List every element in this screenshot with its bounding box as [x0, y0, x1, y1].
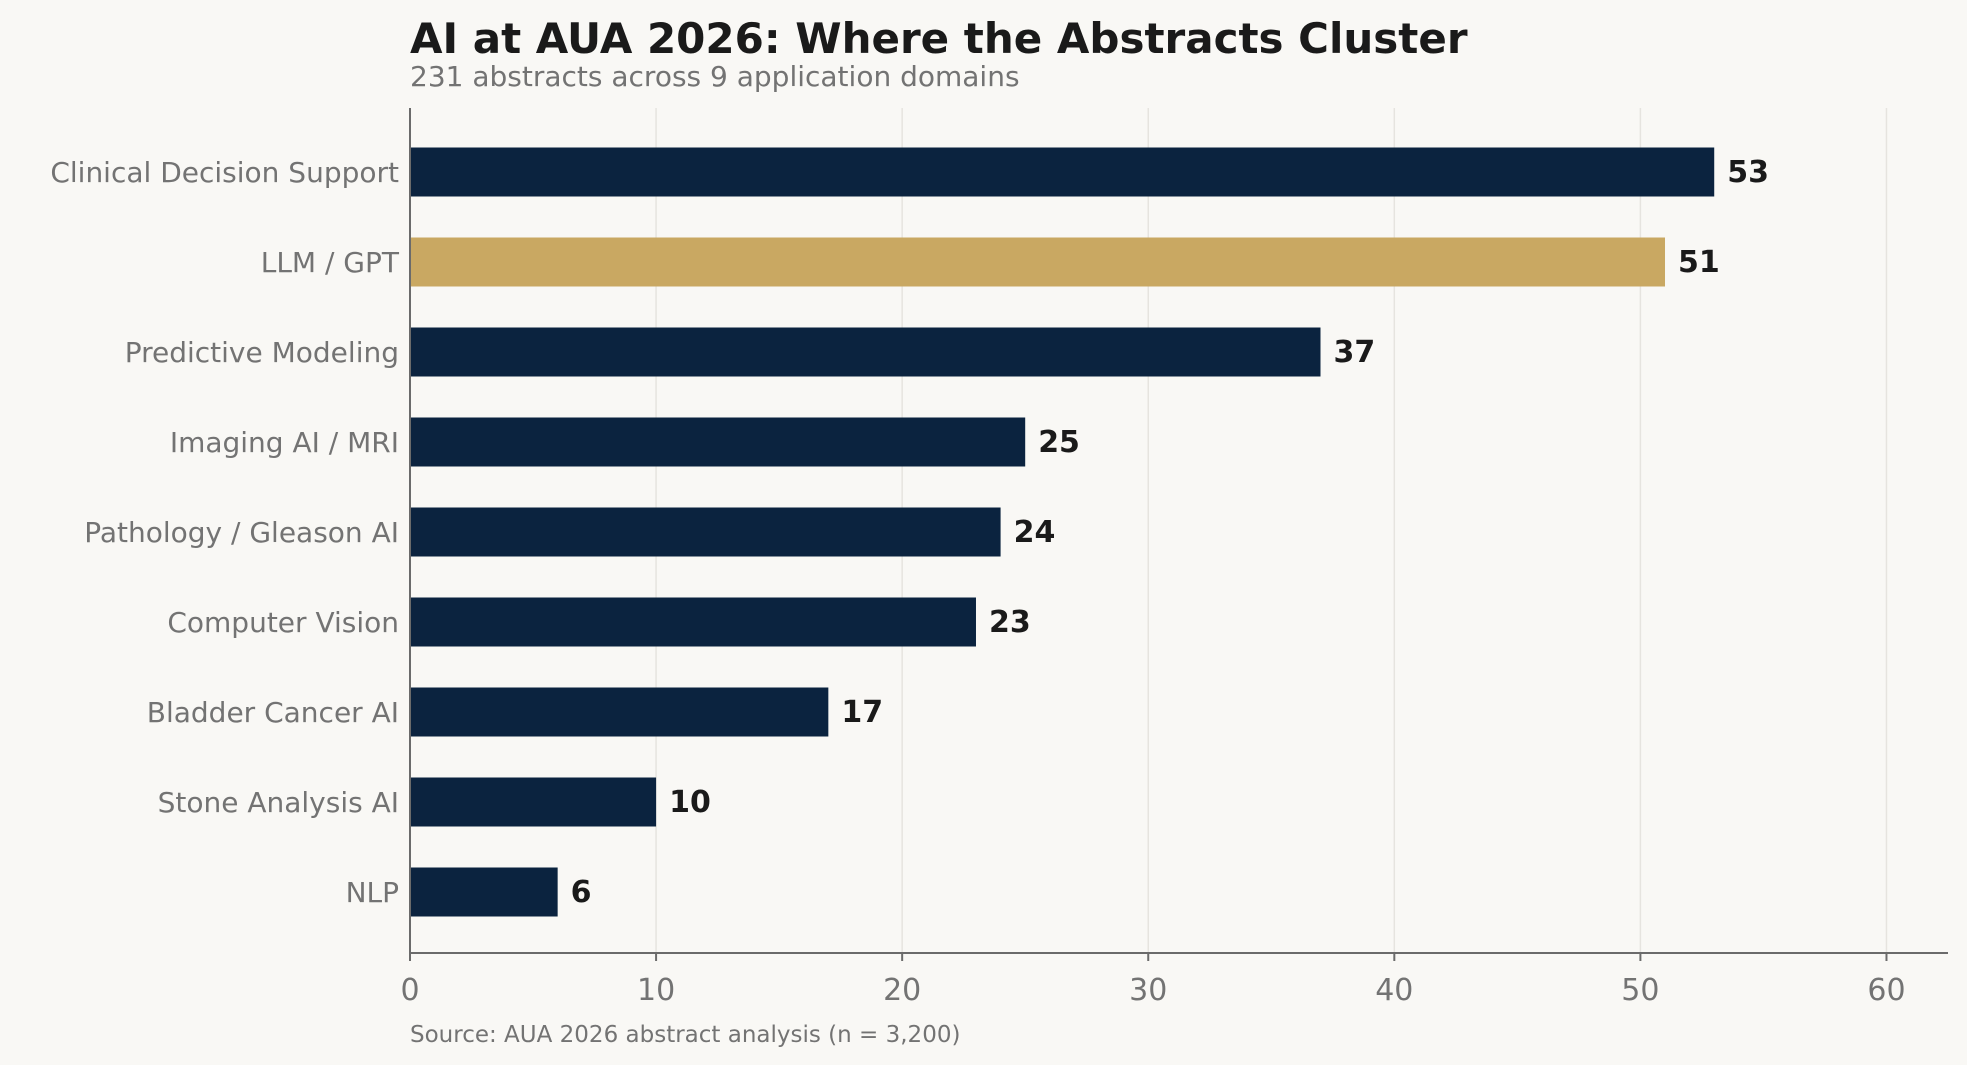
value-label: 17 [841, 695, 883, 730]
bar [410, 147, 1715, 197]
x-tick-label: 60 [1867, 973, 1905, 1008]
chart-subtitle: 231 abstracts across 9 application domai… [410, 60, 1020, 93]
tick-labels: 0 10 20 30 40 50 60 [400, 953, 1906, 1008]
value-label: 53 [1727, 155, 1769, 190]
x-tick-label: 10 [637, 973, 675, 1008]
category-label: NLP [346, 876, 399, 909]
value-label: 23 [989, 605, 1031, 640]
x-tick-label: 50 [1621, 973, 1659, 1008]
category-labels: Clinical Decision Support LLM / GPT Predic… [50, 156, 400, 909]
category-label: Imaging AI / MRI [170, 426, 399, 459]
category-label: Clinical Decision Support [50, 156, 399, 189]
bar [410, 237, 1666, 287]
category-label: LLM / GPT [261, 246, 400, 279]
bar [410, 417, 1026, 467]
value-label: 10 [669, 785, 711, 820]
axes [409, 108, 1948, 954]
category-label: Stone Analysis AI [158, 786, 399, 819]
category-label: Bladder Cancer AI [147, 696, 399, 729]
bar [410, 777, 657, 827]
value-label: 25 [1038, 425, 1080, 460]
value-label: 6 [571, 875, 592, 910]
category-label: Computer Vision [167, 606, 399, 639]
bar [410, 597, 976, 647]
value-label: 51 [1678, 245, 1720, 280]
bar [410, 327, 1321, 377]
bar [410, 687, 829, 737]
chart-source: Source: AUA 2026 abstract analysis (n = … [410, 1022, 960, 1048]
x-tick-label: 30 [1129, 973, 1167, 1008]
category-label: Predictive Modeling [125, 336, 399, 369]
bar [410, 867, 558, 917]
value-labels: 53 51 37 25 24 23 17 10 6 [571, 155, 1769, 910]
x-tick-label: 40 [1375, 973, 1413, 1008]
bars [410, 147, 1715, 917]
bar [410, 507, 1001, 557]
x-tick-label: 20 [883, 973, 921, 1008]
category-label: Pathology / Gleason AI [84, 516, 399, 549]
value-label: 37 [1333, 335, 1375, 370]
chart-title: AI at AUA 2026: Where the Abstracts Clus… [410, 14, 1468, 63]
x-tick-label: 0 [400, 973, 419, 1008]
value-label: 24 [1014, 515, 1056, 550]
